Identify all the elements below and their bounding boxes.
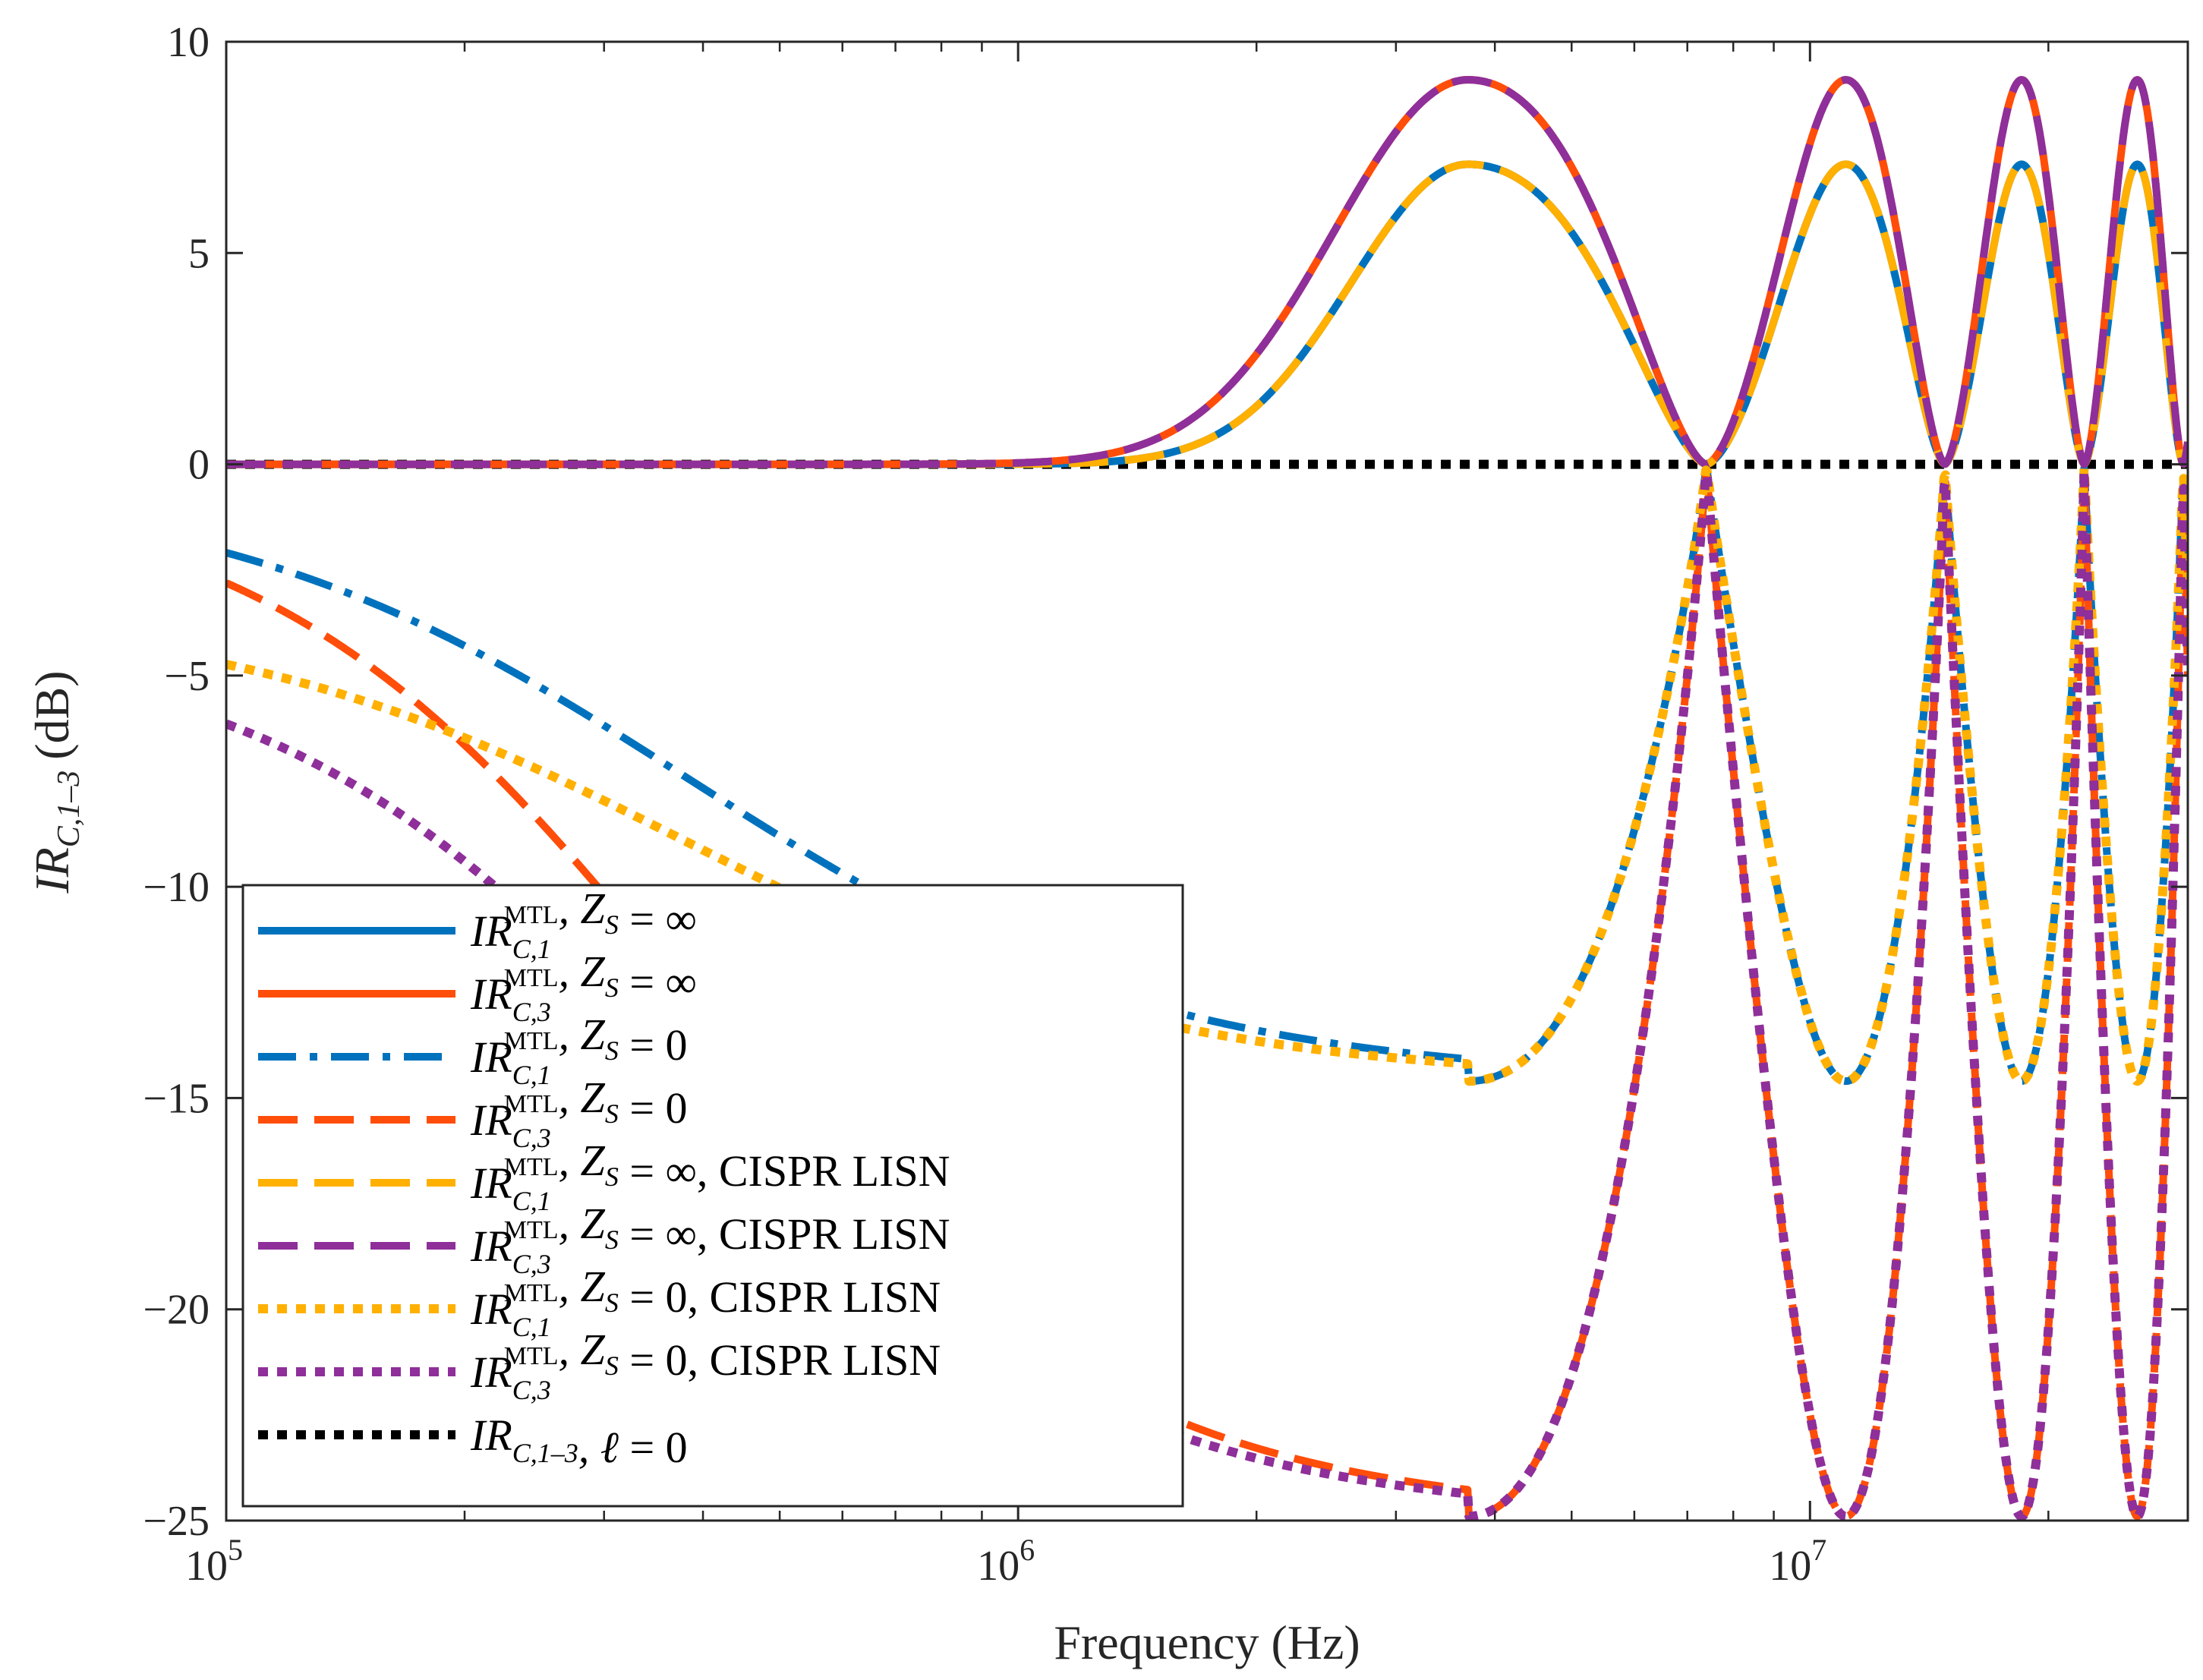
- y-tick-label: 5: [188, 230, 210, 277]
- series-line-s7: [226, 463, 2188, 1086]
- legend-item: IRC,1MTL, ZS = ∞: [258, 884, 697, 964]
- legend-item: IRC,1–3, ℓ = 0: [258, 1411, 688, 1472]
- legend-label: IRC,3MTL, ZS = ∞: [470, 947, 697, 1027]
- legend-item: IRC,1MTL, ZS = 0: [258, 1010, 688, 1090]
- y-tick-labels: 10 5 0 −5 −10 −15 −20 −25: [143, 19, 210, 1545]
- y-label-sub: C,1–3: [52, 771, 87, 848]
- y-tick-label: −20: [143, 1287, 210, 1334]
- x-axis-label: Frequency (Hz): [1054, 1615, 1360, 1669]
- legend-label: IRC,1MTL, ZS = 0: [470, 1010, 688, 1090]
- x-tick-label: 107: [1769, 1533, 1826, 1590]
- y-tick-label: −15: [143, 1075, 210, 1122]
- series-layer: [226, 76, 2188, 1521]
- y-tick-label: 10: [167, 19, 210, 66]
- axes-layer: [225, 40, 2189, 1522]
- y-tick-label: −5: [164, 653, 210, 700]
- legend-box: [241, 884, 1184, 1508]
- legend-label: IRC,1–3, ℓ = 0: [470, 1411, 688, 1472]
- legend: IRC,1MTL, ZS = ∞IRC,3MTL, ZS = ∞IRC,1MTL…: [241, 884, 1184, 1508]
- legend-item: IRC,1MTL, ZS = ∞, CISPR LISN: [258, 1136, 950, 1216]
- y-label-unit: (dB): [25, 670, 79, 759]
- legend-label: IRC,3MTL, ZS = 0, CISPR LISN: [470, 1325, 941, 1405]
- legend-item: IRC,3MTL, ZS = ∞: [258, 947, 697, 1027]
- legend-label: IRC,1MTL, ZS = 0, CISPR LISN: [470, 1262, 941, 1342]
- legend-label: IRC,1MTL, ZS = ∞, CISPR LISN: [470, 1136, 950, 1216]
- legend-item: IRC,3MTL, ZS = 0, CISPR LISN: [258, 1325, 941, 1405]
- legend-item: IRC,3MTL, ZS = ∞, CISPR LISN: [258, 1199, 950, 1279]
- legend-item: IRC,1MTL, ZS = 0, CISPR LISN: [258, 1262, 941, 1342]
- x-tick-labels: 105 106 107: [185, 1533, 1826, 1590]
- series-line-s5: [226, 160, 2188, 468]
- legend-label: IRC,3MTL, ZS = 0: [470, 1073, 688, 1153]
- legend-label: IRC,3MTL, ZS = ∞, CISPR LISN: [470, 1199, 950, 1279]
- legend-label: IRC,1MTL, ZS = ∞: [470, 884, 697, 964]
- series-line-s6: [226, 76, 2188, 468]
- x-tick-label: 105: [185, 1533, 243, 1590]
- y-tick-label: −10: [143, 864, 210, 911]
- svg-text:IRC,1–3(dB): IRC,1–3 (dB): [25, 670, 87, 894]
- y-axis-label: IRC,1–3 (dB): [25, 670, 87, 894]
- y-tick-label: −25: [143, 1498, 210, 1545]
- series-line-s4: [226, 467, 2188, 1521]
- axes-box: [225, 40, 2189, 1522]
- series-line-s3: [226, 464, 2188, 1086]
- y-label-base: IR: [25, 847, 79, 894]
- x-tick-label: 106: [977, 1533, 1035, 1590]
- legend-item: IRC,3MTL, ZS = 0: [258, 1073, 688, 1153]
- y-tick-label: 0: [188, 442, 210, 489]
